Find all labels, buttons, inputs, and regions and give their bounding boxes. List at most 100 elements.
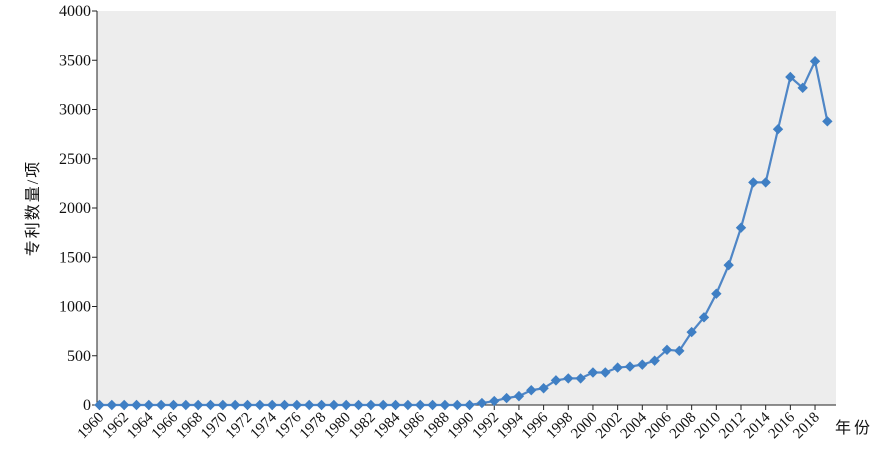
x-tick-label: 1988 <box>420 410 453 443</box>
data-point <box>192 399 204 411</box>
data-point <box>822 116 833 127</box>
data-point <box>464 399 475 411</box>
data-point <box>415 399 426 411</box>
data-point <box>291 399 303 411</box>
x-tick-label: 1966 <box>149 409 182 442</box>
data-point <box>439 399 451 411</box>
data-point <box>217 399 229 411</box>
data-point <box>809 56 821 67</box>
data-point <box>328 399 340 411</box>
x-tick-label: 2012 <box>716 410 749 443</box>
data-point <box>143 399 155 411</box>
plot-area <box>97 11 836 405</box>
data-point <box>501 392 512 404</box>
x-tick-label: 2018 <box>790 410 823 443</box>
data-point <box>118 399 130 411</box>
data-point <box>168 399 179 411</box>
x-tick-label: 2010 <box>692 410 725 443</box>
x-tick-label: 1980 <box>322 410 355 443</box>
data-point <box>760 177 771 188</box>
x-tick-label: 2016 <box>766 409 799 442</box>
x-tick-label: 1970 <box>198 410 231 443</box>
data-point <box>180 399 192 411</box>
data-point <box>538 383 549 394</box>
data-point <box>797 82 808 94</box>
x-tick-label: 1960 <box>75 410 108 443</box>
x-tick-label: 1972 <box>223 410 256 443</box>
data-point <box>711 288 722 299</box>
data-point <box>637 359 648 370</box>
y-tick-label: 1500 <box>59 249 91 266</box>
x-axis-label: 年份 <box>835 419 873 437</box>
data-point <box>316 399 327 411</box>
data-point <box>735 222 747 233</box>
data-point <box>205 399 216 411</box>
y-tick-label: 0 <box>83 397 91 414</box>
data-point <box>390 399 401 411</box>
y-axis-ticks: 0 500 1000 1500 2000 2500 3000 3500 4000 <box>59 3 97 414</box>
x-tick-label: 2000 <box>568 410 601 443</box>
x-tick-label: 1984 <box>371 409 404 442</box>
data-point <box>723 259 734 271</box>
data-point <box>513 390 525 402</box>
x-tick-label: 1986 <box>396 409 429 442</box>
data-point <box>649 355 660 366</box>
data-point <box>427 399 438 411</box>
data-point <box>624 361 636 372</box>
data-point <box>155 399 167 411</box>
data-point <box>106 399 118 411</box>
x-tick-label: 1996 <box>519 409 552 442</box>
y-tick-label: 500 <box>67 348 91 365</box>
y-tick-label: 2000 <box>59 200 91 217</box>
data-point <box>254 399 266 411</box>
data-point <box>526 385 537 396</box>
x-tick-label: 2008 <box>667 410 700 443</box>
data-point <box>94 399 105 411</box>
data-point <box>661 344 673 356</box>
x-axis-ticks: 1960196219641966196819701972197419761978… <box>75 405 823 442</box>
x-tick-label: 1976 <box>272 409 305 442</box>
data-point <box>587 367 599 378</box>
data-point <box>365 399 377 411</box>
data-point <box>266 399 278 411</box>
data-point <box>489 395 500 407</box>
x-tick-label: 2002 <box>593 410 626 443</box>
x-tick-label: 1968 <box>173 410 206 443</box>
y-axis-label: 专利数量/项 <box>24 160 42 256</box>
data-point <box>242 399 253 411</box>
x-tick-label: 1974 <box>247 409 280 442</box>
data-point <box>304 399 315 411</box>
data-point <box>686 326 697 338</box>
data-point <box>378 399 389 411</box>
y-tick-label: 3500 <box>59 52 91 69</box>
data-point <box>698 312 710 323</box>
x-tick-label: 1982 <box>346 410 379 443</box>
data-point <box>131 399 142 411</box>
x-tick-label: 1992 <box>470 410 503 443</box>
data-point <box>229 399 241 411</box>
data-point <box>353 399 364 411</box>
data-point <box>785 71 796 83</box>
data-point <box>748 177 759 188</box>
x-tick-label: 1962 <box>99 410 132 443</box>
y-tick-label: 4000 <box>59 3 91 20</box>
series-group <box>94 56 833 411</box>
data-point <box>452 399 463 411</box>
y-tick-label: 1000 <box>59 299 91 316</box>
data-point <box>341 399 352 411</box>
x-tick-label: 2006 <box>642 409 675 442</box>
data-point <box>674 345 685 357</box>
data-point <box>575 373 586 384</box>
data-point <box>612 362 623 373</box>
data-point <box>600 367 611 378</box>
x-tick-label: 1998 <box>544 410 577 443</box>
x-tick-label: 1990 <box>445 410 478 443</box>
x-tick-label: 1964 <box>124 409 157 442</box>
data-point <box>476 397 488 409</box>
x-tick-label: 2014 <box>741 409 774 442</box>
x-tick-label: 2004 <box>618 409 651 442</box>
data-point <box>772 124 784 135</box>
data-point <box>563 373 574 384</box>
